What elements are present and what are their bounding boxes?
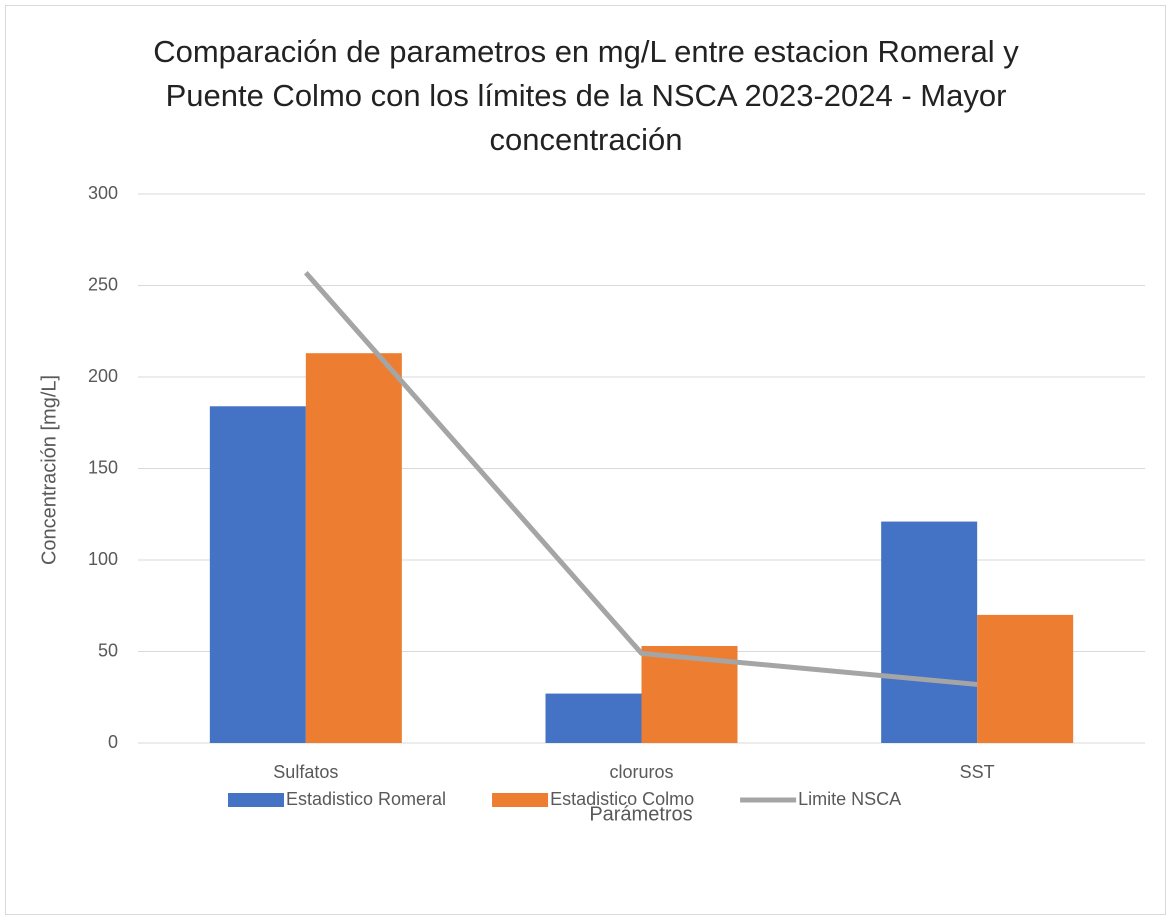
legend-label: Estadistico Romeral (286, 789, 446, 809)
legend-label: Limite NSCA (798, 789, 901, 809)
legend-label: Estadistico Colmo (550, 789, 694, 809)
x-tick-label: Sulfatos (273, 762, 338, 782)
chart-title: Comparación de parametros en mg/L entre … (153, 34, 1019, 157)
bar (305, 353, 402, 743)
legend-swatch (228, 793, 284, 807)
y-tick-label: 50 (98, 640, 118, 660)
x-tick-label: cloruros (609, 762, 673, 782)
legend-swatch (492, 793, 549, 807)
y-tick-label: 0 (108, 732, 118, 752)
x-tick-label: SST (960, 762, 995, 782)
bar (977, 614, 1074, 743)
y-tick-label: 100 (88, 549, 118, 569)
bar (881, 521, 978, 743)
bar (209, 406, 306, 743)
y-tick-label: 250 (88, 274, 118, 294)
y-axis-title: Concentración [mg/L] (38, 375, 60, 565)
y-tick-label: 200 (88, 366, 118, 386)
frame (5, 5, 1166, 915)
y-tick-label: 150 (88, 457, 118, 477)
x-axis-title: Parámetros (589, 803, 692, 825)
line (303, 271, 978, 687)
bar (545, 693, 642, 743)
y-tick-label: 300 (88, 183, 118, 203)
